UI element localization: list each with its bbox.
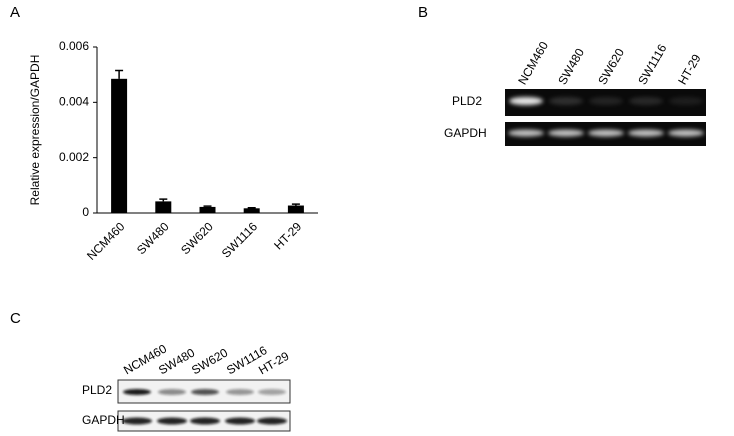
band <box>668 129 704 137</box>
band <box>588 129 624 137</box>
bar <box>199 206 216 213</box>
band <box>123 389 151 395</box>
y-tick-label: 0.006 <box>59 39 89 53</box>
y-tick-label: 0.002 <box>59 150 89 164</box>
bar <box>111 78 128 213</box>
bar <box>155 201 172 213</box>
error-bar <box>247 206 256 209</box>
panel-label: C <box>10 310 21 327</box>
band <box>226 389 254 395</box>
band <box>258 389 286 395</box>
band <box>157 417 187 425</box>
panel-label: A <box>10 4 20 21</box>
y-tick-label: 0 <box>82 205 89 219</box>
error-bar <box>115 69 124 79</box>
band <box>669 97 703 105</box>
band <box>509 97 543 105</box>
band <box>225 417 255 425</box>
band <box>549 97 583 105</box>
row-label: GAPDH <box>82 413 125 427</box>
band <box>122 417 152 425</box>
band <box>508 129 544 137</box>
panel-label: B <box>418 4 428 21</box>
band <box>628 129 664 137</box>
band <box>548 129 584 137</box>
row-label: GAPDH <box>444 126 487 140</box>
band <box>158 389 186 395</box>
band <box>589 97 623 105</box>
y-axis-label: Relative expression/GAPDH <box>28 55 42 206</box>
band <box>257 417 287 425</box>
error-bar <box>203 205 212 207</box>
y-tick-label: 0.004 <box>59 95 89 109</box>
row-label: PLD2 <box>452 94 482 108</box>
band <box>629 97 663 105</box>
error-bar <box>159 198 168 202</box>
row-label: PLD2 <box>82 383 112 397</box>
band <box>190 417 220 425</box>
band <box>191 389 219 395</box>
bar <box>287 205 304 213</box>
error-bar <box>291 203 300 206</box>
bar <box>243 208 260 213</box>
